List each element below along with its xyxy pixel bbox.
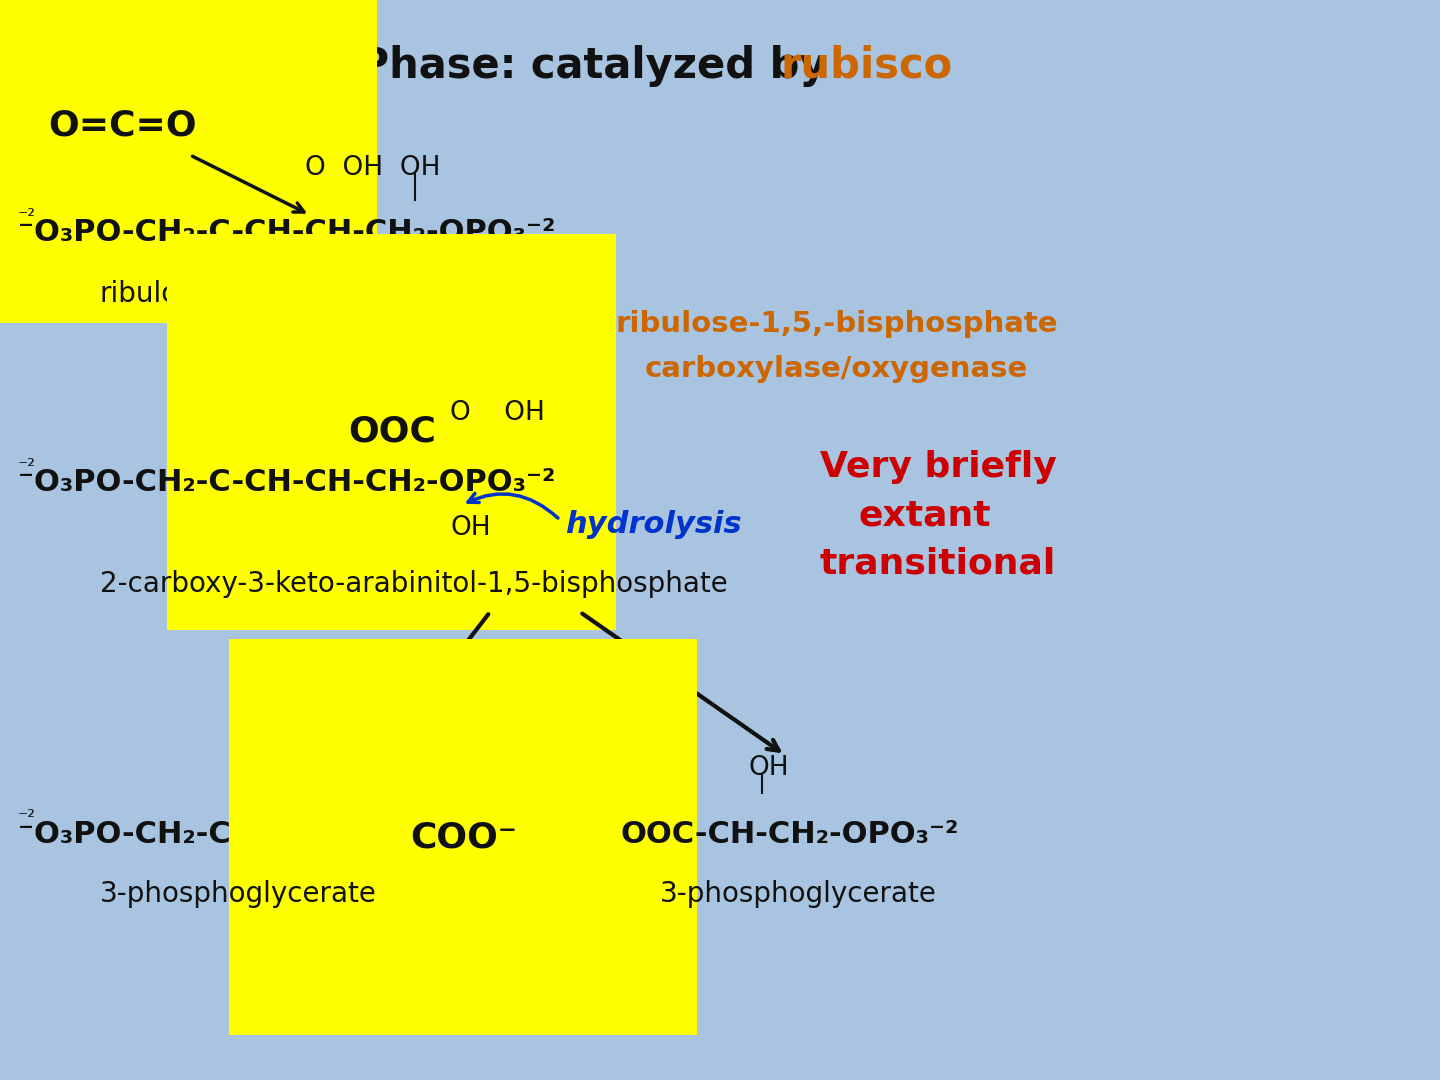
Text: O    OH: O OH xyxy=(449,400,544,426)
Text: COO⁻: COO⁻ xyxy=(410,820,517,854)
Text: transitional: transitional xyxy=(819,546,1057,580)
Text: ribulose-1,5-bisphosphate: ribulose-1,5-bisphosphate xyxy=(99,280,461,308)
Text: OH: OH xyxy=(747,755,789,781)
Text: OH: OH xyxy=(449,515,491,541)
Text: Very briefly: Very briefly xyxy=(819,450,1057,484)
Text: ribulose-1,5,-bisphosphate: ribulose-1,5,-bisphosphate xyxy=(615,310,1057,338)
Text: OOC-CH-CH₂-OPO₃⁻²: OOC-CH-CH₂-OPO₃⁻² xyxy=(621,820,959,849)
Text: ⁻O₃PO-CH₂-C-CH-CH-CH₂-OPO₃⁻²: ⁻O₃PO-CH₂-C-CH-CH-CH₂-OPO₃⁻² xyxy=(17,218,556,247)
Text: 3-phosphoglycerate: 3-phosphoglycerate xyxy=(660,880,937,908)
Text: ⁻²: ⁻² xyxy=(17,457,36,476)
Text: extant: extant xyxy=(858,498,991,532)
Text: OH: OH xyxy=(330,755,370,781)
Text: carboxylase/oxygenase: carboxylase/oxygenase xyxy=(645,355,1028,383)
Text: O  OH  OH: O OH OH xyxy=(305,156,441,181)
Text: hydrolysis: hydrolysis xyxy=(564,510,742,539)
Text: ⁻²: ⁻² xyxy=(17,808,36,827)
Text: 2-carboxy-3-keto-arabinitol-1,5-bisphosphate: 2-carboxy-3-keto-arabinitol-1,5-bisphosp… xyxy=(99,570,727,598)
Text: O=C=O: O=C=O xyxy=(48,108,197,141)
Text: 3-phosphoglycerate: 3-phosphoglycerate xyxy=(99,880,377,908)
Text: ⁻O₃PO-CH₂-C-CH-CH-CH₂-OPO₃⁻²: ⁻O₃PO-CH₂-C-CH-CH-CH₂-OPO₃⁻² xyxy=(17,468,556,497)
Text: rubisco: rubisco xyxy=(780,45,952,87)
Text: ⁻O₃PO-CH₂-CH-: ⁻O₃PO-CH₂-CH- xyxy=(17,820,269,849)
Text: ⁻²: ⁻² xyxy=(17,207,36,226)
Text: OOC: OOC xyxy=(348,415,436,449)
Text: Carboxylation Phase: catalyzed by: Carboxylation Phase: catalyzed by xyxy=(17,45,841,87)
